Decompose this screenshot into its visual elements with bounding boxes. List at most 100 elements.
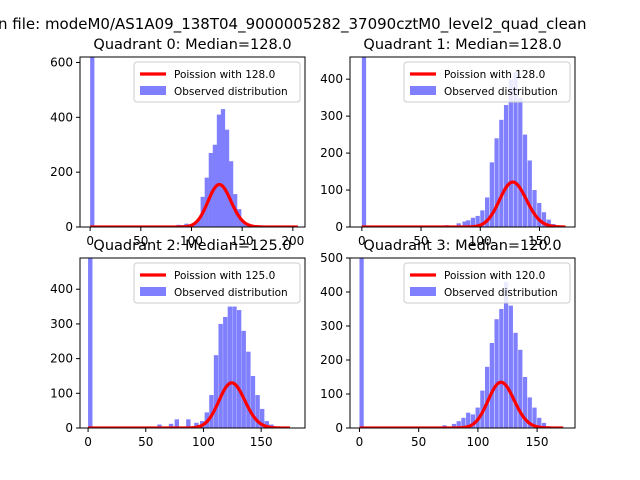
histogram-bar — [537, 202, 542, 227]
y-tick-label: 0 — [65, 421, 73, 435]
legend-box — [403, 262, 571, 304]
x-tick-label: 100 — [180, 234, 203, 248]
histogram-bar — [494, 138, 499, 227]
x-tick-label: 50 — [138, 435, 153, 449]
histogram-bar — [194, 422, 199, 428]
panel-title: Quadrant 3: Median=120.0 — [363, 238, 561, 254]
subplot-quadrant-1: Quadrant 1: Median=128.0 0 50 100 150 0 100 200… — [320, 37, 576, 248]
y-tick-label: 500 — [320, 251, 343, 265]
histogram-bar — [546, 219, 551, 227]
y-tick-label: 200 — [320, 146, 343, 160]
histogram-bar — [213, 355, 219, 428]
y-tick-label: 0 — [335, 220, 343, 234]
histogram-bar — [499, 119, 504, 227]
histogram-bar — [522, 377, 528, 428]
x-tick-label: 0 — [84, 435, 92, 449]
legend-observed-label: Observed distribution — [174, 287, 288, 299]
legend-poisson-label: Poission with 128.0 — [174, 69, 275, 81]
subplot-grid: Quadrant 0: Median=128.0 0 50 100 150 200 0 200… — [50, 37, 576, 449]
x-tick-label: 50 — [411, 435, 426, 449]
x-tick-label: 100 — [469, 234, 492, 248]
histogram-bar — [196, 218, 201, 227]
subplot-quadrant-2: Quadrant 2: Median=125.0 0 50 100 150 0 100 200… — [50, 238, 306, 449]
histogram-bar — [527, 160, 532, 227]
y-tick-label: 100 — [50, 386, 73, 400]
histogram-bar — [461, 417, 466, 428]
histogram-bar — [359, 258, 364, 428]
x-tick-label: 150 — [250, 435, 273, 449]
histogram-bar — [260, 408, 265, 428]
axes-frame — [349, 257, 576, 429]
y-tick-label: 400 — [50, 110, 73, 124]
histogram-bar — [186, 419, 191, 428]
histogram-bar — [480, 210, 485, 227]
legend-box — [133, 262, 301, 304]
legend-observed-label: Observed distribution — [444, 86, 558, 98]
y-tick-label: 300 — [320, 109, 343, 123]
histogram-bar — [513, 332, 518, 428]
subplot-quadrant-0: Quadrant 0: Median=128.0 0 50 100 150 200 0 200… — [50, 37, 306, 248]
histogram-bar — [541, 212, 547, 227]
histogram-bar — [456, 223, 461, 227]
histogram-bar — [228, 161, 234, 227]
legend-box — [403, 61, 571, 103]
histogram-bar — [456, 421, 461, 428]
histogram-bar — [485, 366, 490, 428]
histogram-bar — [527, 397, 532, 428]
histogram-bar — [499, 309, 504, 428]
histogram-bar — [168, 423, 174, 428]
histogram-bar — [451, 423, 457, 428]
x-tick-label: 100 — [466, 435, 489, 449]
y-tick-label: 300 — [320, 319, 343, 333]
histogram-bar — [246, 351, 251, 428]
histogram-bar — [223, 316, 228, 428]
histogram-bar — [513, 71, 518, 227]
y-tick-label: 400 — [320, 285, 343, 299]
histogram-bar — [216, 114, 222, 227]
x-tick-label: 150 — [528, 234, 551, 248]
histogram-bar — [255, 395, 260, 428]
y-tick-label: 0 — [65, 220, 73, 234]
y-tick-label: 200 — [320, 353, 343, 367]
histogram-bar — [174, 419, 179, 428]
histogram-bar — [541, 422, 547, 428]
histogram-bar — [208, 152, 213, 227]
histogram-bar — [475, 215, 480, 227]
x-tick-label: 0 — [356, 435, 364, 449]
panel-title: Quadrant 2: Median=125.0 — [93, 238, 291, 254]
histogram-bar — [537, 417, 542, 428]
histogram-bar — [470, 414, 476, 428]
x-tick-label: 100 — [192, 435, 215, 449]
legend-poisson-label: Poission with 120.0 — [444, 270, 545, 282]
histogram-bar — [241, 330, 246, 428]
axes-frame — [79, 56, 306, 228]
x-tick-label: 0 — [86, 234, 94, 248]
x-tick-label: 200 — [281, 234, 304, 248]
histogram-bar — [518, 97, 523, 227]
x-tick-label: 50 — [133, 234, 148, 248]
histogram-bar — [466, 412, 471, 428]
histogram-bar — [264, 421, 269, 428]
histogram-bar — [218, 323, 223, 428]
histogram-bar — [227, 306, 233, 428]
legend-observed-swatch — [140, 86, 166, 95]
y-tick-label: 400 — [50, 282, 73, 296]
histogram-bar — [466, 220, 471, 227]
y-tick-label: 600 — [50, 55, 73, 69]
legend: Poission with 128.0 Observed distribution — [133, 61, 301, 103]
legend: Poission with 120.0 Observed distribution — [403, 262, 571, 304]
histogram-bar — [522, 134, 528, 227]
histogram-bar — [532, 407, 537, 428]
x-tick-label: 50 — [413, 234, 428, 248]
panel-title: Quadrant 0: Median=128.0 — [93, 37, 291, 53]
y-tick-label: 0 — [335, 421, 343, 435]
x-tick-label: 150 — [526, 435, 549, 449]
histogram-bar — [508, 305, 513, 428]
histogram-bar — [508, 79, 513, 227]
panel-title: Quadrant 1: Median=128.0 — [363, 37, 561, 53]
histogram-bar — [462, 221, 467, 227]
histogram-bar — [157, 424, 162, 428]
y-tick-label: 100 — [320, 183, 343, 197]
histogram-bar — [224, 129, 230, 227]
